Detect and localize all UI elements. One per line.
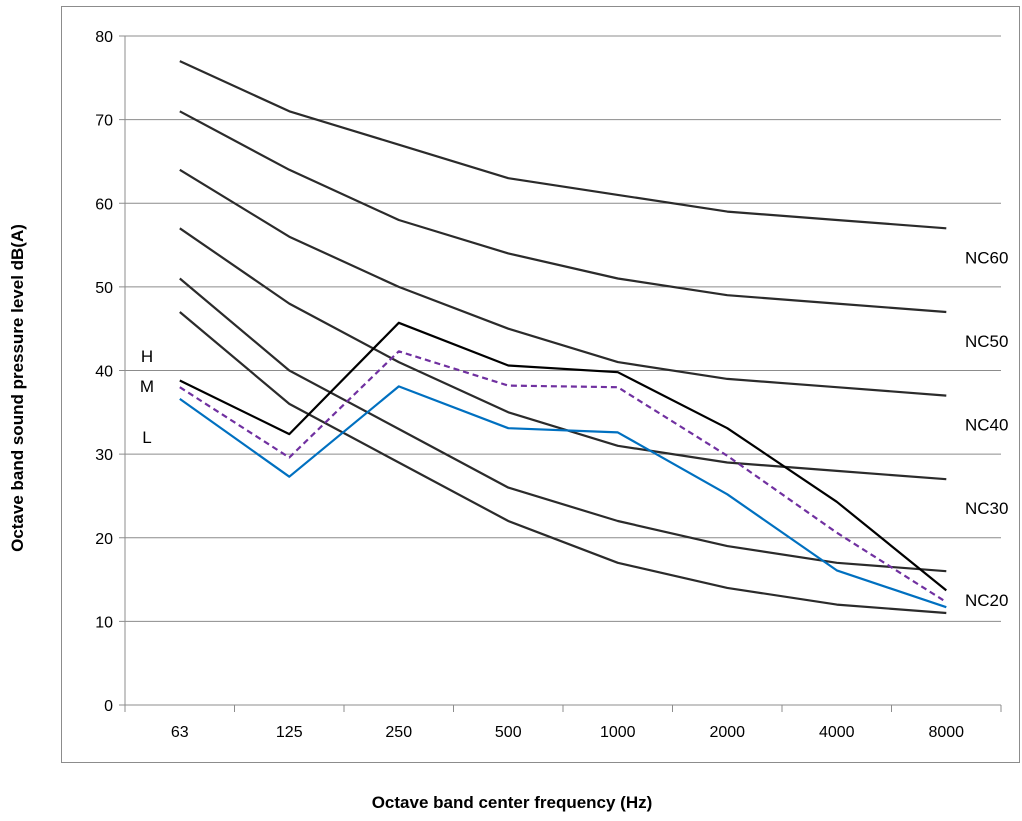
measured-series-label: M	[140, 377, 154, 396]
nc-curve-label: NC60	[965, 248, 1008, 267]
measured-series-label: H	[141, 347, 153, 366]
y-tick-label: 80	[95, 29, 113, 46]
nc-curve-label: NC40	[965, 416, 1008, 435]
x-tick-label: 500	[495, 724, 522, 741]
x-tick-label: 63	[171, 724, 189, 741]
nc-curve-line	[179, 60, 947, 230]
measured-series-line	[179, 350, 947, 604]
y-tick-label: 0	[104, 698, 113, 715]
y-tick-label: 20	[95, 531, 113, 548]
nc-curve-line	[179, 311, 947, 615]
y-tick-label: 50	[95, 280, 113, 297]
y-tick-label: 70	[95, 113, 113, 130]
nc-curve-line	[179, 227, 947, 481]
x-tick-label: 1000	[600, 724, 636, 741]
x-tick-label: 125	[276, 724, 303, 741]
measured-series-line	[179, 321, 947, 592]
y-tick-label: 60	[95, 196, 113, 213]
y-axis-title: Octave band sound pressure level dB(A)	[8, 224, 27, 552]
measured-series	[179, 321, 947, 609]
measured-series-label: L	[142, 428, 151, 447]
y-tick-label: 10	[95, 614, 113, 631]
y-tick-label: 40	[95, 364, 113, 381]
measured-series-line	[179, 385, 947, 609]
labels: NC60 NC50 NC40 NC30 NC20 HM L	[140, 248, 1009, 610]
x-tick-label: 2000	[709, 724, 745, 741]
nc-curve-line	[179, 168, 947, 397]
nc-curve-label: NC30	[965, 499, 1008, 518]
nc-curve-line	[179, 277, 947, 573]
x-axis-title: Octave band center frequency (Hz)	[372, 793, 653, 812]
nc-curve-label: NC50	[965, 332, 1008, 351]
nc-curve-line	[179, 110, 947, 314]
x-tick-label: 250	[385, 724, 412, 741]
y-tick-label: 30	[95, 447, 113, 464]
x-tick-label: 8000	[928, 724, 964, 741]
gridlines	[125, 35, 1001, 622]
nc-curve-label: NC20	[965, 591, 1008, 610]
x-tick-label: 4000	[819, 724, 855, 741]
axes: 0 10 20 30 40 50 60 70 80 63 125 250 500 1000 2000 4000…	[95, 29, 1002, 741]
nc-curves	[179, 60, 947, 615]
